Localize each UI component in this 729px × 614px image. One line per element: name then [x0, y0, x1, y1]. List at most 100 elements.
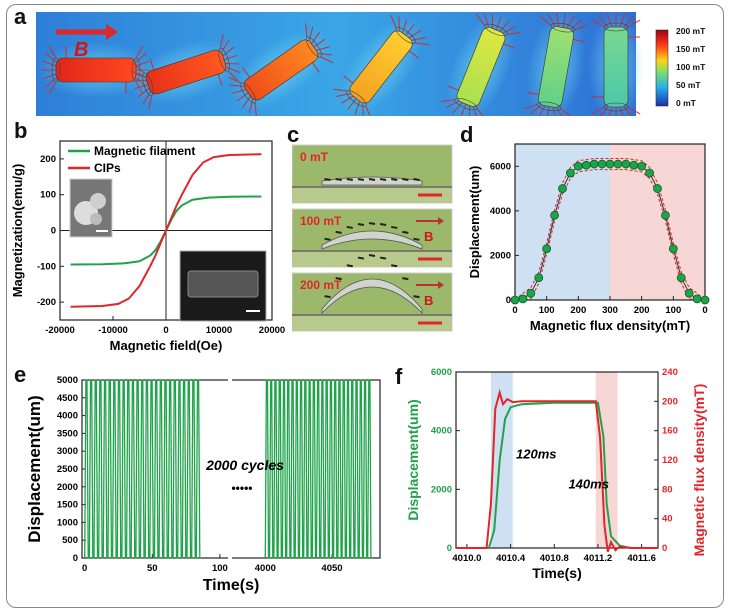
y-axis-label: Displacement(um) — [467, 166, 482, 279]
plot-frame — [455, 371, 659, 549]
field-line — [148, 95, 153, 110]
series-line-green — [456, 401, 658, 549]
rod-end — [305, 36, 322, 58]
field-line — [627, 106, 641, 115]
field-line — [311, 32, 320, 45]
field-line — [591, 106, 605, 115]
field-line — [566, 15, 575, 29]
field-line — [232, 89, 247, 94]
y-tick-label: 3500 — [57, 428, 78, 439]
field-line — [405, 24, 415, 36]
x-tick-label: 4011.2 — [584, 553, 613, 564]
panel-label-d: d — [460, 122, 474, 147]
rod-body — [538, 26, 574, 108]
x-axis-label: Magnetic field(Oe) — [110, 338, 223, 353]
field-line — [341, 95, 354, 104]
series-line-red — [456, 388, 658, 553]
field-line — [48, 81, 57, 95]
embedded-filament — [357, 223, 365, 226]
axis-break — [228, 555, 232, 561]
particle — [90, 193, 106, 209]
embedded-filament — [368, 222, 376, 225]
field-line — [42, 60, 57, 67]
rod-body — [145, 49, 227, 95]
field-line — [619, 13, 626, 28]
data-point — [526, 288, 536, 298]
x-tick-label: 100 — [212, 563, 228, 574]
embedded-filament — [379, 178, 387, 181]
cycle-series — [84, 379, 201, 559]
field-line — [219, 34, 224, 49]
field-line — [507, 32, 522, 35]
field-line — [142, 91, 151, 105]
data-point — [684, 288, 694, 298]
axis-break — [228, 378, 232, 384]
x-tick-label: 20000 — [259, 325, 285, 336]
embedded-filament — [324, 237, 331, 241]
y-left-axis-label: Displacement(um) — [405, 399, 421, 520]
embedded-filament — [413, 178, 420, 181]
data-point — [692, 294, 702, 304]
embedded-filament — [391, 264, 398, 268]
magnetic-rod — [130, 34, 242, 110]
field-line — [627, 19, 641, 28]
y-tick-label: 4500 — [57, 393, 78, 404]
panel-a-simulation: 200 mT 150 mT 100 mT 50 mT 0 mT B — [36, 12, 706, 116]
y-tick-label: 1500 — [57, 500, 78, 511]
data-point — [589, 159, 599, 169]
magnetic-rod — [332, 14, 430, 116]
field-line — [537, 105, 546, 116]
field-line — [242, 67, 250, 78]
embedded-filament — [357, 178, 365, 181]
field-line — [225, 62, 240, 65]
data-point — [605, 159, 615, 169]
y-right-tick-label: 120 — [662, 455, 678, 466]
embedded-filament — [335, 178, 342, 181]
field-line — [44, 52, 57, 63]
x-tick-label: 4050 — [321, 563, 342, 574]
embedded-filament — [402, 277, 409, 281]
field-line — [313, 38, 326, 48]
field-line — [523, 103, 538, 110]
x-tick-label: 0 — [702, 305, 707, 316]
field-line — [226, 66, 240, 73]
field-line — [503, 43, 515, 49]
x-tick-label: 4010.4 — [496, 553, 526, 564]
panel-f-chart: 4010.0 4010.4 4010.8 4011.2 4011.60200040006… — [405, 367, 707, 581]
data-point — [676, 273, 686, 283]
field-line — [222, 46, 235, 57]
series-line-red — [70, 153, 262, 308]
rod-end — [536, 101, 562, 112]
field-arrow-label: B — [424, 229, 433, 244]
field-strength-label: 0 mT — [300, 150, 329, 164]
field-line — [552, 106, 556, 116]
rod-end — [142, 72, 154, 97]
field-line — [305, 23, 308, 38]
fall-time-annotation: 140ms — [568, 477, 608, 492]
y-right-tick-label: 0 — [662, 543, 667, 554]
rod-end — [454, 97, 478, 111]
data-point — [637, 161, 647, 171]
x-axis-label: Magnetic flux density(mT) — [530, 318, 690, 333]
y-tick-label: 3000 — [57, 446, 78, 457]
embedded-filament — [413, 237, 420, 241]
field-arrow-label: B — [424, 293, 433, 308]
embedded-filament — [368, 254, 376, 257]
cycles-annotation: 2000 cycles — [205, 457, 284, 473]
rod-body — [349, 30, 413, 104]
y-tick-label: 5000 — [57, 375, 78, 386]
panel-c-photos: 0 mT 100 mT B 200 mT B — [292, 144, 453, 332]
x-tick-label: 10000 — [206, 325, 232, 336]
field-line — [398, 16, 400, 31]
field-line — [347, 98, 357, 110]
field-line — [408, 30, 421, 39]
field-line — [530, 104, 542, 115]
cycle-series — [264, 379, 372, 559]
data-point — [645, 168, 654, 178]
rod-body — [243, 39, 319, 101]
rod-end — [603, 102, 629, 112]
embedded-filament — [402, 178, 409, 181]
field-line — [570, 19, 582, 30]
rod-body — [55, 57, 137, 83]
rise-time-annotation: 120ms — [516, 447, 556, 462]
